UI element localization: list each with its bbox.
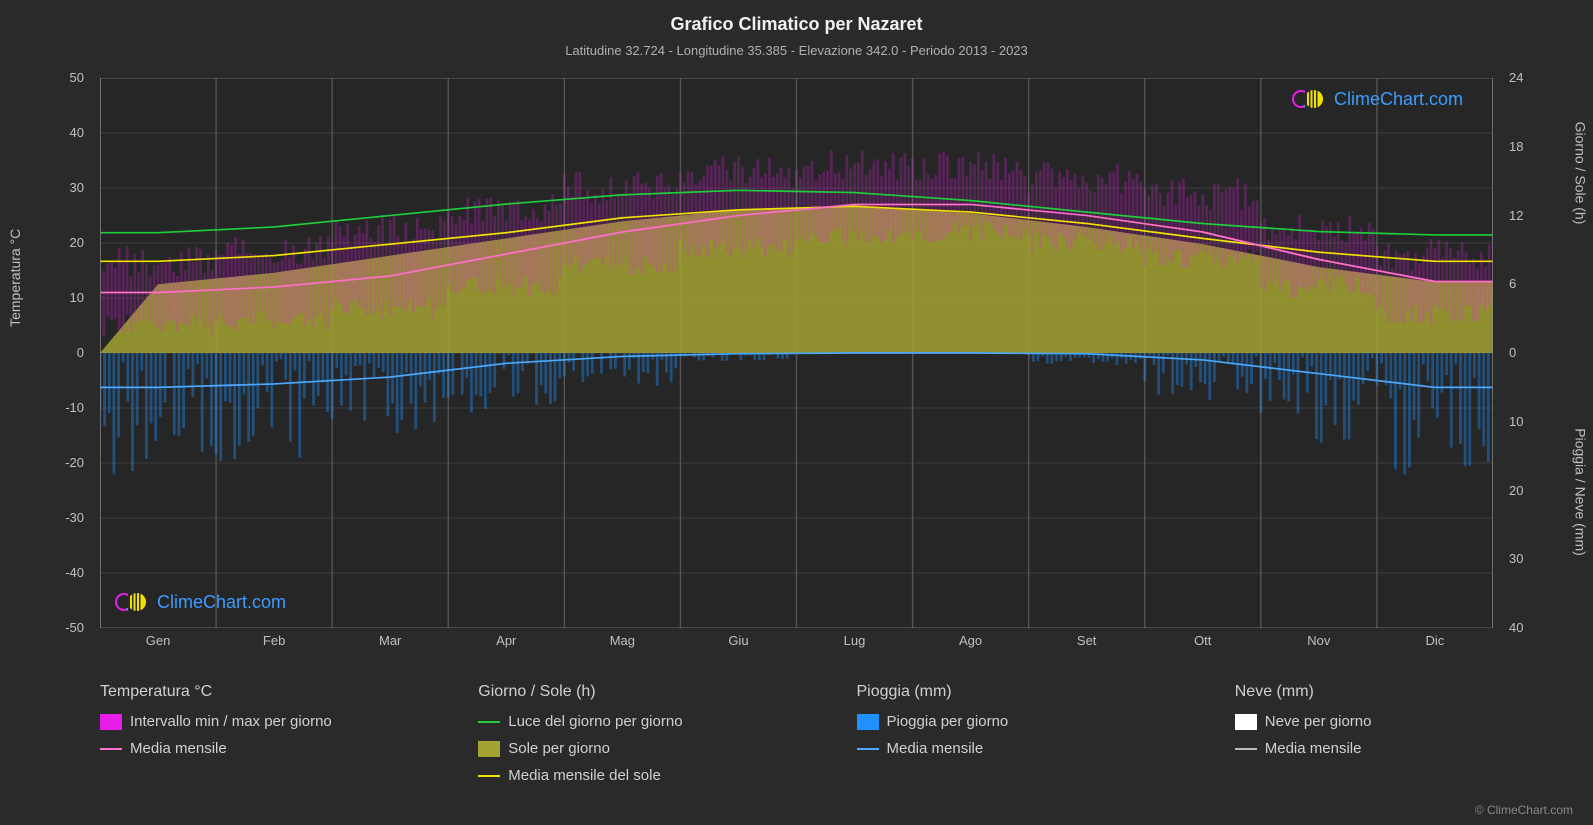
y-tick-left: 0 bbox=[77, 345, 84, 360]
legend-label: Media mensile bbox=[887, 740, 984, 757]
y-tick-left: -10 bbox=[65, 400, 84, 415]
legend-item: Media mensile del sole bbox=[478, 767, 816, 784]
chart-subtitle: Latitudine 32.724 - Longitudine 35.385 -… bbox=[20, 43, 1573, 58]
x-tick: Nov bbox=[1261, 633, 1377, 658]
y-axis-right: 2418126010203040 bbox=[1503, 78, 1543, 658]
legend-label: Neve per giorno bbox=[1265, 713, 1372, 730]
y-tick-right-top: 0 bbox=[1509, 345, 1516, 360]
legend: Temperatura °C Intervallo min / max per g… bbox=[20, 683, 1573, 794]
logo-icon bbox=[115, 591, 151, 613]
legend-header: Pioggia (mm) bbox=[857, 683, 1195, 701]
y-tick-left: -20 bbox=[65, 455, 84, 470]
x-tick: Ott bbox=[1145, 633, 1261, 658]
y-tick-right-bottom: 30 bbox=[1509, 551, 1523, 566]
legend-group: Neve (mm) Neve per giorno Media mensile bbox=[1235, 683, 1573, 794]
legend-swatch bbox=[1235, 714, 1257, 730]
legend-label: Luce del giorno per giorno bbox=[508, 713, 682, 730]
y-tick-left: -30 bbox=[65, 510, 84, 525]
y-tick-left: 10 bbox=[70, 290, 84, 305]
y-tick-right-top: 24 bbox=[1509, 70, 1523, 85]
legend-label: Sole per giorno bbox=[508, 740, 610, 757]
legend-label: Media mensile bbox=[130, 740, 227, 757]
x-tick: Mar bbox=[332, 633, 448, 658]
watermark-text: ClimeChart.com bbox=[157, 592, 286, 613]
y-tick-right-top: 6 bbox=[1509, 276, 1516, 291]
x-tick: Ago bbox=[913, 633, 1029, 658]
legend-group: Pioggia (mm) Pioggia per giorno Media mens… bbox=[857, 683, 1195, 794]
x-tick: Apr bbox=[448, 633, 564, 658]
logo-icon bbox=[1292, 88, 1328, 110]
legend-item: Neve per giorno bbox=[1235, 713, 1573, 730]
legend-swatch bbox=[478, 775, 500, 777]
y-axis-right-top-label: Giorno / Sole (h) bbox=[1573, 122, 1589, 225]
legend-swatch bbox=[857, 748, 879, 750]
y-tick-right-bottom: 40 bbox=[1509, 620, 1523, 635]
legend-swatch bbox=[100, 748, 122, 750]
y-tick-right-top: 18 bbox=[1509, 139, 1523, 154]
y-tick-right-bottom: 20 bbox=[1509, 483, 1523, 498]
legend-swatch bbox=[478, 741, 500, 757]
x-tick: Feb bbox=[216, 633, 332, 658]
x-tick: Gen bbox=[100, 633, 216, 658]
plot-svg bbox=[100, 78, 1493, 628]
x-tick: Giu bbox=[680, 633, 796, 658]
chart-title: Grafico Climatico per Nazaret bbox=[20, 14, 1573, 35]
legend-swatch bbox=[1235, 748, 1257, 750]
x-axis: GenFebMarAprMagGiuLugAgoSetOttNovDic bbox=[100, 633, 1493, 658]
legend-item: Media mensile bbox=[857, 740, 1195, 757]
y-tick-left: 20 bbox=[70, 235, 84, 250]
plot-area: ClimeChart.com ClimeChart.com bbox=[100, 78, 1493, 628]
legend-label: Pioggia per giorno bbox=[887, 713, 1009, 730]
y-axis-left-label: Temperatura °C bbox=[7, 229, 23, 327]
legend-label: Media mensile del sole bbox=[508, 767, 661, 784]
y-tick-left: 30 bbox=[70, 180, 84, 195]
legend-header: Temperatura °C bbox=[100, 683, 438, 701]
legend-swatch bbox=[857, 714, 879, 730]
x-tick: Mag bbox=[564, 633, 680, 658]
y-tick-left: -50 bbox=[65, 620, 84, 635]
y-tick-left: 40 bbox=[70, 125, 84, 140]
y-tick-left: -40 bbox=[65, 565, 84, 580]
legend-group: Temperatura °C Intervallo min / max per g… bbox=[100, 683, 438, 794]
x-tick: Dic bbox=[1377, 633, 1493, 658]
watermark-top: ClimeChart.com bbox=[1292, 88, 1463, 110]
watermark-bottom: ClimeChart.com bbox=[115, 591, 286, 613]
legend-label: Media mensile bbox=[1265, 740, 1362, 757]
legend-item: Luce del giorno per giorno bbox=[478, 713, 816, 730]
legend-item: Pioggia per giorno bbox=[857, 713, 1195, 730]
y-tick-right-top: 12 bbox=[1509, 208, 1523, 223]
x-tick: Lug bbox=[796, 633, 912, 658]
legend-group: Giorno / Sole (h) Luce del giorno per gio… bbox=[478, 683, 816, 794]
legend-item: Sole per giorno bbox=[478, 740, 816, 757]
legend-header: Neve (mm) bbox=[1235, 683, 1573, 701]
y-tick-left: 50 bbox=[70, 70, 84, 85]
chart-area: Temperatura °C Giorno / Sole (h) Pioggia… bbox=[20, 78, 1573, 658]
y-axis-right-bottom-label: Pioggia / Neve (mm) bbox=[1573, 428, 1589, 556]
legend-item: Media mensile bbox=[100, 740, 438, 757]
x-tick: Set bbox=[1029, 633, 1145, 658]
chart-container: Grafico Climatico per Nazaret Latitudine… bbox=[0, 0, 1593, 825]
y-tick-right-bottom: 10 bbox=[1509, 414, 1523, 429]
legend-header: Giorno / Sole (h) bbox=[478, 683, 816, 701]
legend-label: Intervallo min / max per giorno bbox=[130, 713, 332, 730]
legend-item: Intervallo min / max per giorno bbox=[100, 713, 438, 730]
watermark-text: ClimeChart.com bbox=[1334, 89, 1463, 110]
y-axis-left: 50403020100-10-20-30-40-50 bbox=[50, 78, 90, 658]
legend-swatch bbox=[100, 714, 122, 730]
legend-item: Media mensile bbox=[1235, 740, 1573, 757]
legend-swatch bbox=[478, 721, 500, 723]
copyright-text: © ClimeChart.com bbox=[1475, 803, 1573, 817]
